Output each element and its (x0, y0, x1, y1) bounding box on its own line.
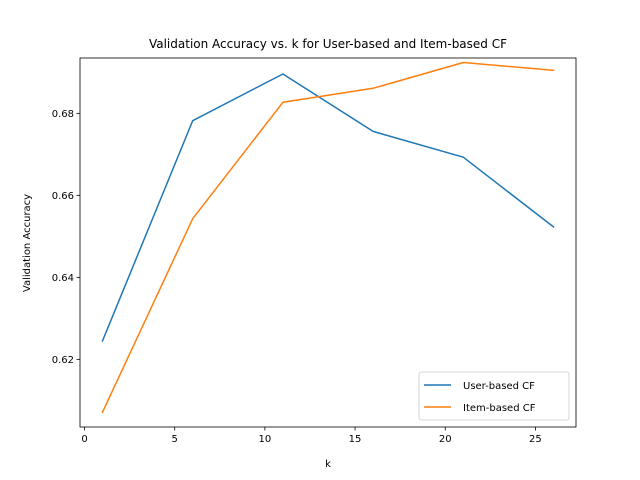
x-tick-label-5: 25 (529, 434, 542, 445)
y-axis-label: Validation Accuracy (22, 194, 33, 292)
axes: 0 5 10 15 20 25 0.62 0.64 0.66 0.68 (52, 57, 577, 445)
x-tick-label-0: 0 (81, 434, 87, 445)
legend-label-1: Item-based CF (463, 403, 536, 414)
y-tick-label-1: 0.64 (52, 273, 74, 284)
x-tick-label-1: 5 (172, 434, 178, 445)
series-line-0 (101, 73, 555, 342)
legend-label-0: User-based CF (463, 381, 535, 392)
legend: User-based CF Item-based CF (418, 371, 570, 421)
y-tick-label-3: 0.68 (52, 109, 74, 120)
legend-box (418, 371, 570, 421)
plot-area (101, 61, 555, 414)
chart-title: Validation Accuracy vs. k for User-based… (149, 37, 507, 51)
series-line-1 (101, 61, 555, 414)
axes-frame (79, 57, 577, 428)
x-tick-label-2: 10 (259, 434, 272, 445)
x-axis-label: k (325, 459, 331, 470)
y-tick-label-2: 0.66 (52, 191, 74, 202)
x-tick-label-4: 20 (439, 434, 452, 445)
x-tick-label-3: 15 (349, 434, 362, 445)
y-tick-label-0: 0.62 (52, 355, 74, 366)
